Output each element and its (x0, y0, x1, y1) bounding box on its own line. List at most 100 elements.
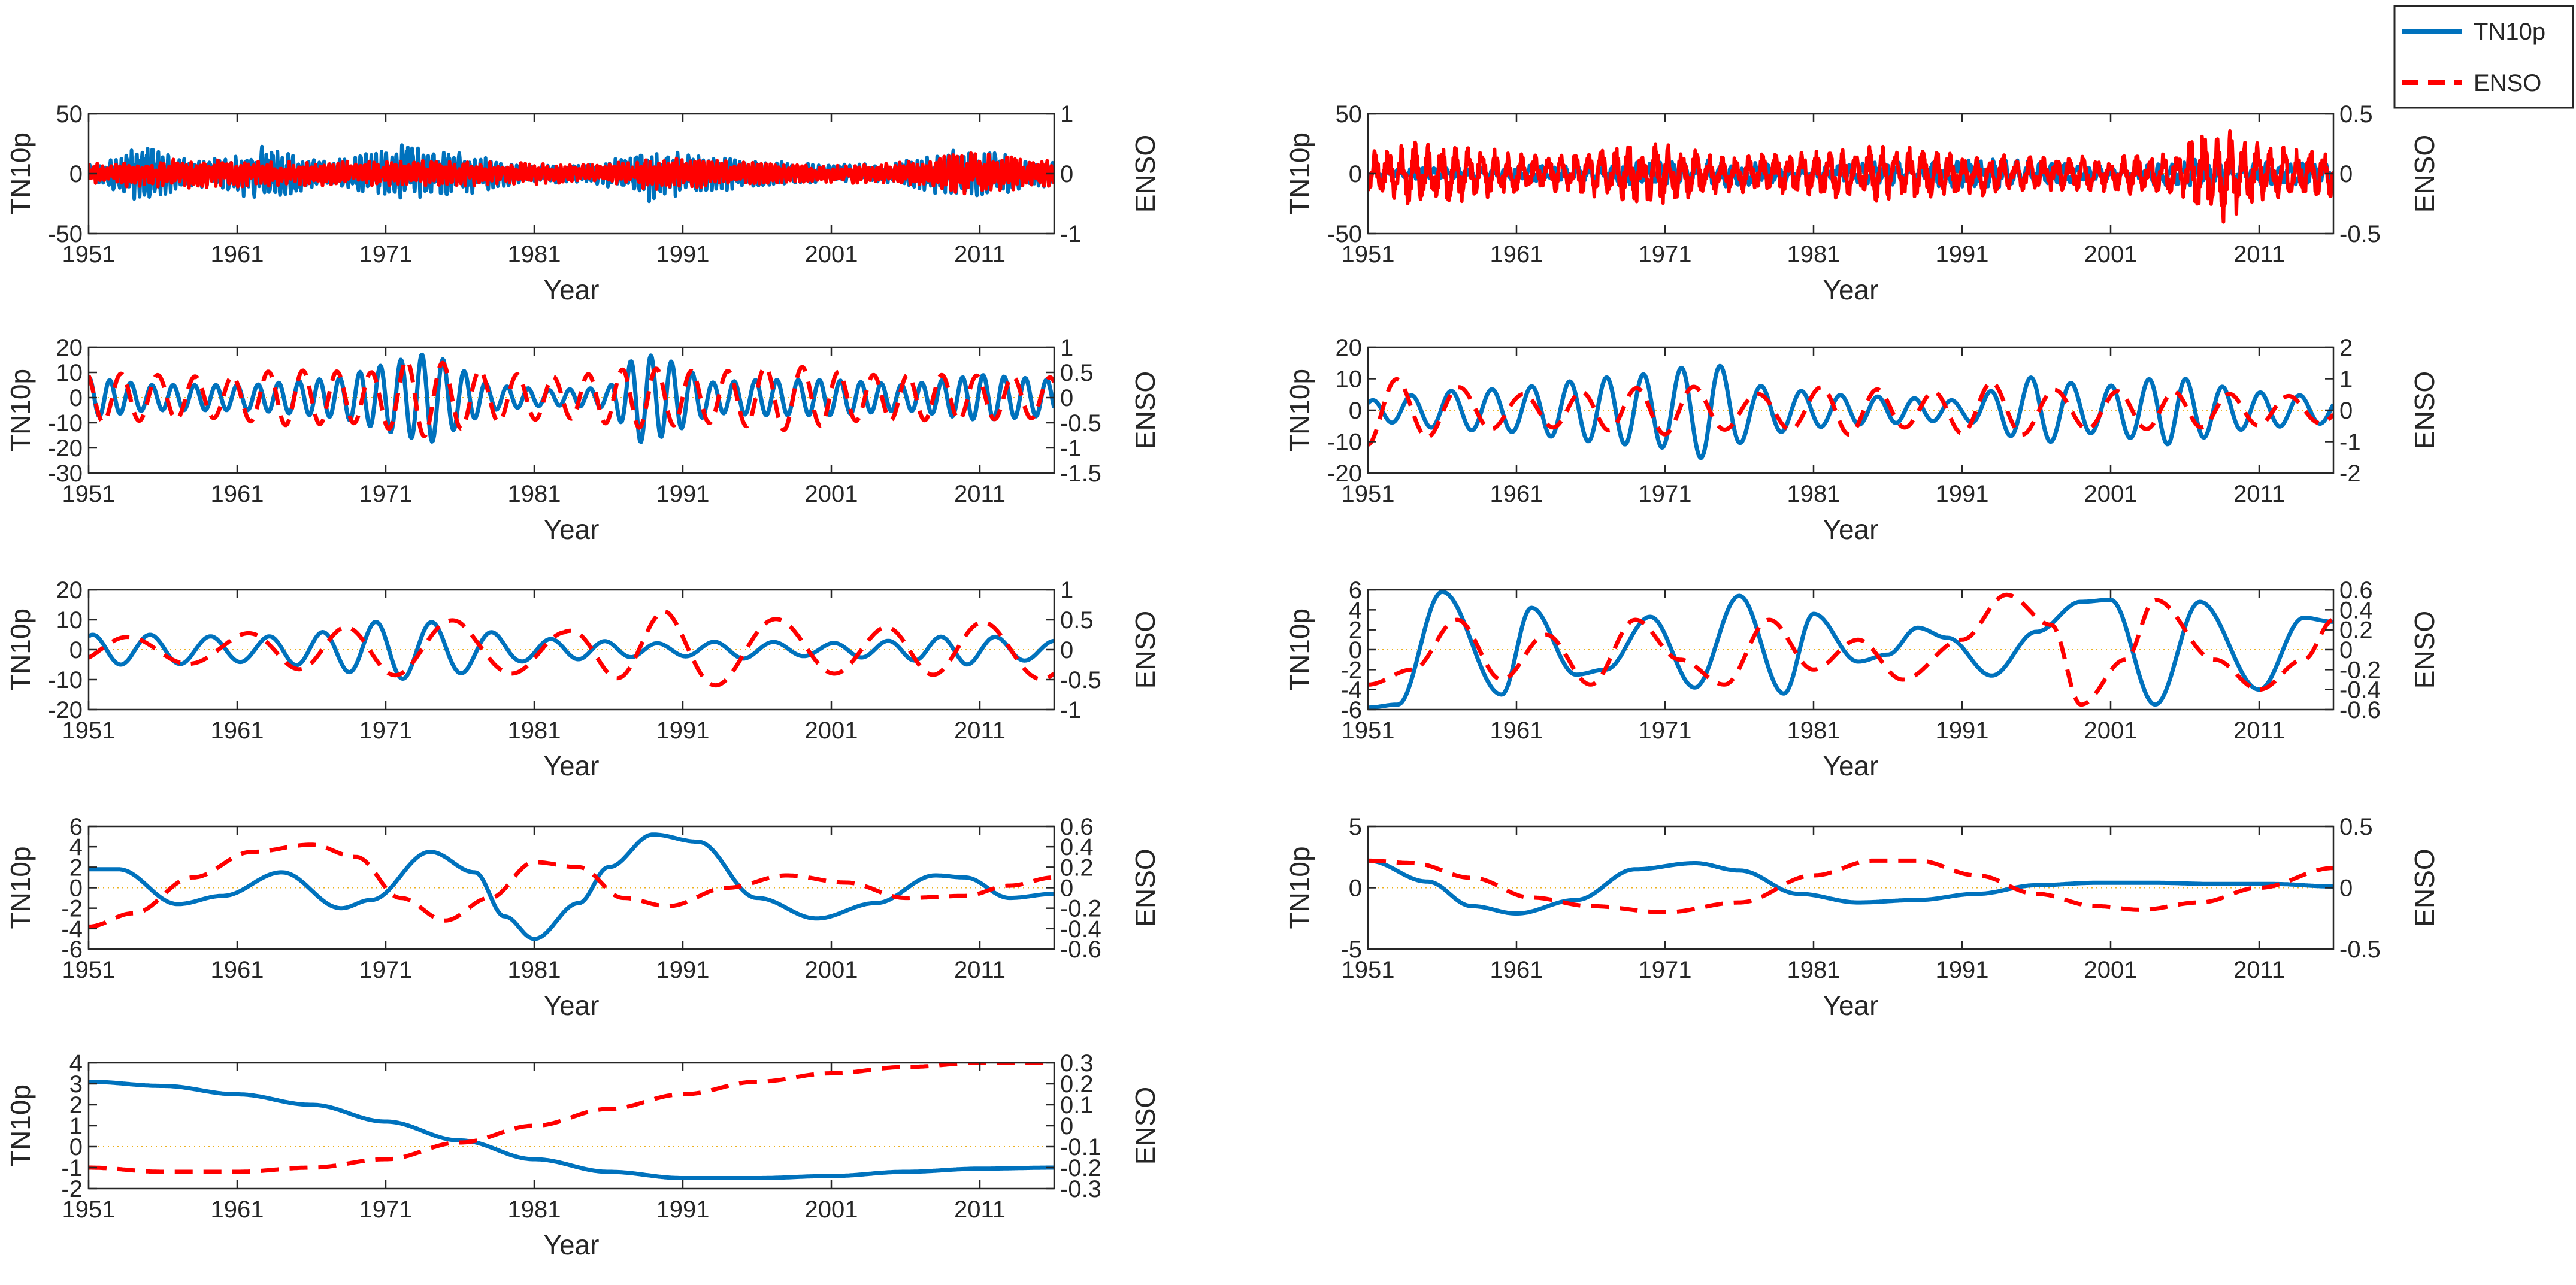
y2-tick-label: 1 (1060, 101, 1073, 128)
x-axis-label: Year (1823, 514, 1879, 545)
y2-tick-label: 0.6 (2339, 577, 2373, 604)
y-tick-label: -20 (48, 435, 83, 462)
series-group (89, 609, 1054, 688)
series-group (89, 832, 1054, 941)
x-axis-label: Year (544, 1229, 600, 1260)
y2-tick-label: -0.5 (2339, 937, 2381, 963)
y-tick-label: 50 (56, 101, 83, 128)
y-tick-label: -10 (48, 410, 83, 437)
y-tick-label: 2 (1349, 617, 1362, 644)
x-tick-label: 2011 (954, 241, 1006, 268)
y2-tick-label: 1 (2339, 366, 2353, 393)
y-tick-label: 0 (1349, 161, 1362, 187)
y2-tick-label: -1 (2339, 429, 2361, 456)
x-tick-label: 2011 (954, 1196, 1006, 1223)
x-tick-label: 1971 (1639, 957, 1692, 983)
y2-tick-label: -1.5 (1060, 460, 1101, 487)
y-tick-label: -5 (1340, 937, 1362, 963)
y-axis-label: TN10p (1284, 369, 1315, 451)
legend: TN10p ENSO (2393, 5, 2574, 109)
y-tick-label: 0 (69, 875, 83, 902)
y-tick-label: -50 (48, 221, 83, 247)
legend-label-enso: ENSO (2474, 70, 2541, 96)
x-tick-label: 1951 (62, 717, 116, 744)
y2-tick-label: 0.5 (1060, 607, 1094, 634)
y2-tick-label: -0.4 (1060, 916, 1101, 942)
y2-tick-label: 0 (2339, 637, 2353, 663)
x-tick-label: 1951 (1342, 717, 1395, 744)
y-axis-label: TN10p (1284, 846, 1315, 929)
x-tick-label: 2011 (954, 717, 1006, 744)
y2-axis-label: ENSO (2409, 371, 2440, 449)
legend-label-tn10p: TN10p (2474, 19, 2545, 45)
x-tick-label: 1991 (656, 957, 710, 983)
y-axis-label: TN10p (5, 132, 36, 215)
y2-axis-label: ENSO (1130, 611, 1161, 689)
x-tick-label: 1991 (1936, 957, 1989, 983)
y2-tick-label: 0 (2339, 161, 2353, 187)
x-axis-label: Year (544, 750, 600, 781)
y-tick-label: 20 (56, 577, 83, 604)
y2-tick-label: -1 (1060, 697, 1082, 723)
y-tick-label: -4 (1340, 677, 1362, 704)
x-tick-label: 1961 (211, 1196, 264, 1223)
y-tick-label: 20 (1336, 335, 1363, 361)
x-axis-label: Year (544, 990, 600, 1021)
y2-tick-label: 0.6 (1060, 814, 1094, 840)
panel-2: 1951 1961 1971 1981 1991 2001 2011 -50 0 50 -0.5 0 0… (1284, 101, 2440, 305)
x-tick-label: 1981 (1787, 241, 1841, 268)
y-tick-label: 1 (69, 1113, 83, 1139)
y2-tick-label: 0.1 (1060, 1092, 1094, 1119)
x-tick-label: 1991 (656, 1196, 710, 1223)
y2-tick-label: 0.5 (2339, 814, 2373, 840)
panel-7: 1951 1961 1971 1981 1991 2001 2011-6-4-20246-0… (5, 814, 1161, 1021)
y2-tick-label: 0 (2339, 875, 2353, 902)
y2-axis-label: ENSO (1130, 135, 1161, 213)
x-tick-label: 1971 (1639, 481, 1692, 507)
series-enso-line (89, 151, 1054, 196)
x-tick-label: 1961 (1490, 241, 1543, 268)
x-tick-label: 1951 (62, 481, 116, 507)
y-tick-label: 6 (69, 814, 83, 840)
x-tick-label: 1971 (359, 1196, 413, 1223)
x-tick-label: 1991 (656, 241, 710, 268)
y2-tick-label: -0.4 (2339, 677, 2381, 704)
y-tick-label: -2 (61, 1176, 83, 1202)
y2-tick-label: -0.2 (1060, 1155, 1101, 1181)
x-tick-label: 1991 (1936, 241, 1989, 268)
series-enso-line (1368, 858, 2333, 914)
y-axis-label: TN10p (1284, 132, 1315, 215)
y2-tick-label: -1 (1060, 435, 1082, 462)
x-tick-label: 1971 (359, 241, 413, 268)
y2-tick-label: -1 (1060, 221, 1082, 247)
y2-tick-label: -0.5 (2339, 221, 2381, 247)
y2-tick-label: 0.5 (1060, 360, 1094, 386)
y-tick-label: -1 (61, 1155, 83, 1181)
x-tick-label: 1951 (62, 241, 116, 268)
y-tick-label: -10 (48, 667, 83, 693)
y2-tick-label: 0 (2339, 398, 2353, 424)
x-tick-label: 1951 (62, 957, 116, 983)
y2-tick-label: -0.5 (1060, 410, 1101, 437)
y2-tick-label: 1 (1060, 577, 1073, 604)
y-tick-label: -4 (61, 916, 83, 942)
series-tn10p-line (89, 620, 1054, 681)
x-tick-label: 1981 (1787, 481, 1841, 507)
x-tick-label: 1981 (1787, 717, 1841, 744)
series-group (1368, 858, 2333, 916)
y-tick-label: 2 (69, 854, 83, 881)
y-tick-label: 0 (1349, 875, 1362, 902)
series-tn10p-line (1368, 590, 2333, 710)
x-tick-label: 2001 (2084, 241, 2138, 268)
x-tick-label: 1971 (1639, 241, 1692, 268)
y-tick-label: -20 (48, 697, 83, 723)
x-tick-label: 2011 (2233, 957, 2285, 983)
series-group (89, 143, 1054, 204)
y-axis-label: TN10p (5, 608, 36, 691)
x-tick-label: 2011 (2233, 717, 2285, 744)
y-tick-label: 10 (56, 360, 83, 386)
y-tick-label: -50 (1327, 221, 1362, 247)
x-tick-label: 2011 (954, 957, 1006, 983)
x-tick-label: 1971 (359, 717, 413, 744)
